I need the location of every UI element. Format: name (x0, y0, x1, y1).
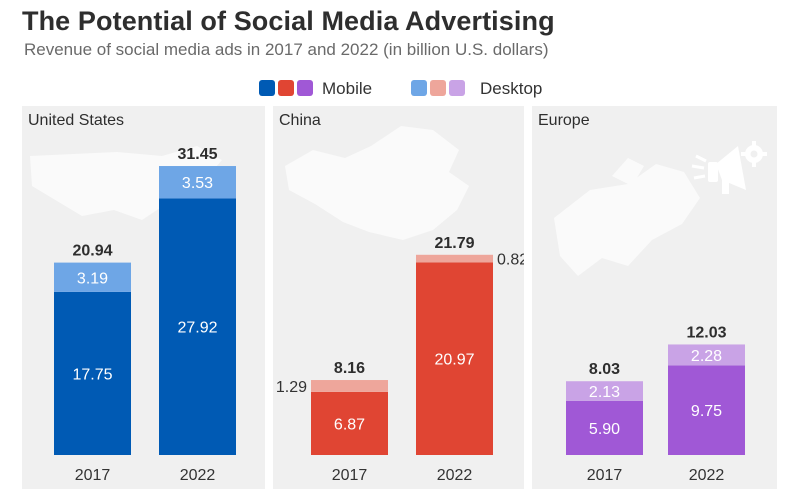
bar-desktop-europe-2017 (566, 381, 643, 401)
chart-united-states: 17.75 3.19 20.94 2017 27.92 3.53 31.45 2022 (54, 146, 236, 484)
legend-label-desktop: Desktop (480, 79, 543, 98)
panel-united-states: United States 17.75 3.19 20.94 2017 27.92 3.5… (22, 106, 265, 489)
label-desktop-china-2017: 1.29 (276, 379, 307, 396)
tick-label-europe-2022: 2022 (689, 467, 725, 484)
panel-label-united-states: United States (28, 112, 125, 129)
label-total-us-2017: 20.94 (72, 243, 112, 260)
bar-mobile-europe-2022 (668, 365, 745, 455)
bar-desktop-us-2022 (159, 166, 236, 199)
legend-label-mobile: Mobile (322, 79, 373, 98)
panel-label-china: China (279, 112, 321, 129)
label-desktop-us-2017: 3.19 (77, 270, 108, 287)
label-desktop-us-2022: 3.53 (182, 175, 213, 192)
panel-china: China 6.87 1.29 8.16 2017 20.97 0.82 21.79 2022 (273, 106, 524, 489)
label-mobile-us-2017: 17.75 (72, 366, 112, 383)
bar-mobile-china-2017 (311, 391, 388, 455)
china-map-shape (285, 126, 469, 240)
label-total-us-2022: 31.45 (177, 146, 217, 163)
chart-title: The Potential of Social Media Advertisin… (22, 6, 555, 36)
label-mobile-europe-2017: 5.90 (589, 421, 620, 438)
bar-desktop-china-2022 (416, 254, 493, 263)
bar-mobile-us-2022 (159, 198, 236, 455)
chart-subtitle: Revenue of social media ads in 2017 and … (24, 40, 549, 59)
label-total-china-2022: 21.79 (434, 235, 474, 252)
bar-mobile-us-2017 (54, 291, 131, 455)
legend-swatch-desktop-europe (449, 80, 465, 96)
tick-label-us-2017: 2017 (75, 467, 111, 484)
panel-europe: Europe 5.90 2.13 8.03 2017 9.75 2.28 12.03 2022 (532, 106, 777, 489)
tick-label-europe-2017: 2017 (587, 467, 623, 484)
legend-swatch-mobile-us (259, 80, 275, 96)
label-mobile-europe-2022: 9.75 (691, 403, 722, 420)
label-mobile-us-2022: 27.92 (177, 320, 217, 337)
chart-europe: 5.90 2.13 8.03 2017 9.75 2.28 12.03 2022 (566, 324, 745, 484)
legend-swatch-desktop-us (411, 80, 427, 96)
label-desktop-europe-2022: 2.28 (691, 348, 722, 365)
legend-swatch-mobile-europe (297, 80, 313, 96)
label-mobile-china-2017: 6.87 (334, 416, 365, 433)
label-desktop-china-2022: 0.82 (497, 252, 524, 269)
gear-icon (741, 141, 767, 167)
legend-swatch-desktop-china (430, 80, 446, 96)
bar-mobile-china-2022 (416, 262, 493, 455)
legend-swatch-mobile-china (278, 80, 294, 96)
panel-label-europe: Europe (538, 112, 590, 129)
bar-desktop-china-2017 (311, 380, 388, 392)
europe-map-shape (554, 158, 700, 276)
label-desktop-europe-2017: 2.13 (589, 384, 620, 401)
label-total-europe-2022: 12.03 (686, 324, 726, 341)
bar-desktop-us-2017 (54, 262, 131, 292)
tick-label-china-2017: 2017 (332, 467, 368, 484)
chart-china: 6.87 1.29 8.16 2017 20.97 0.82 21.79 2022 (276, 235, 524, 484)
megaphone-icon (691, 146, 746, 194)
bar-desktop-europe-2022 (668, 344, 745, 366)
label-mobile-china-2022: 20.97 (434, 352, 474, 369)
label-total-europe-2017: 8.03 (589, 361, 620, 378)
legend: Mobile Desktop (0, 78, 800, 100)
label-total-china-2017: 8.16 (334, 360, 365, 377)
tick-label-us-2022: 2022 (180, 467, 216, 484)
bar-mobile-europe-2017 (566, 400, 643, 455)
tick-label-china-2022: 2022 (437, 467, 473, 484)
